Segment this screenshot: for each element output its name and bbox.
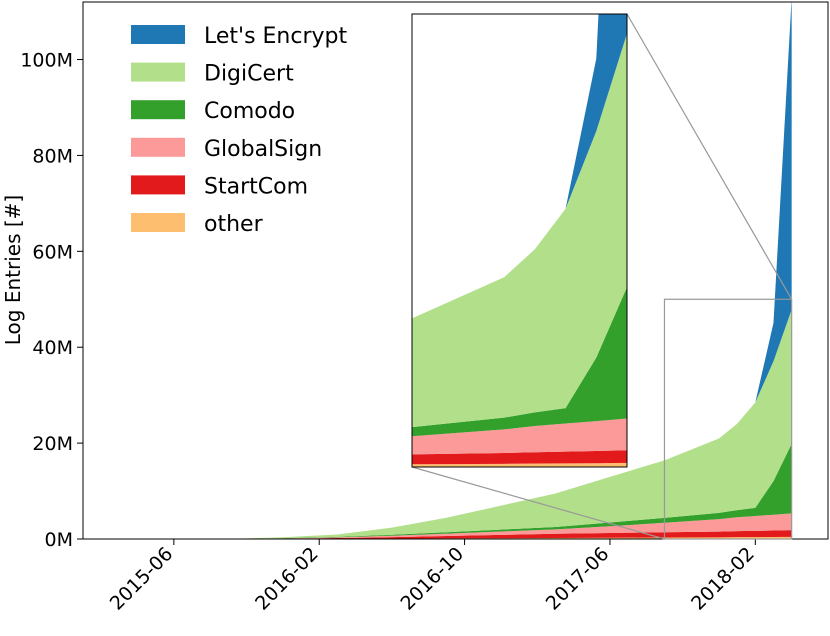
legend-swatch-digicert xyxy=(131,62,185,82)
main-plot-areas xyxy=(228,2,792,539)
y-tick-label: 40M xyxy=(32,337,73,359)
legend-label-other: other xyxy=(204,212,264,237)
plot-frame xyxy=(82,1,829,540)
x-tick-label: 2016-02 xyxy=(251,543,323,615)
legend-swatch-let-s-encrypt xyxy=(131,25,185,44)
legend-swatch-startcom xyxy=(131,175,185,195)
main-area-startcom xyxy=(228,530,792,539)
inset-frame xyxy=(411,13,628,468)
x-axis: 2015-06 2016-02 2016-10 2017-06 2018-02 xyxy=(106,539,759,615)
zoom-connector-upper xyxy=(626,13,793,300)
zoom-region-box xyxy=(663,298,793,540)
x-tick-label: 2016-10 xyxy=(396,543,468,615)
inset-area-let-s-encrypt xyxy=(412,14,627,319)
legend-label-globalsign: GlobalSign xyxy=(204,137,322,162)
inset-area-globalsign xyxy=(412,418,627,455)
legend-label-comodo: Comodo xyxy=(204,99,295,124)
y-tick-label: 80M xyxy=(32,145,73,167)
inset-area-startcom xyxy=(412,450,627,465)
y-tick-label: 20M xyxy=(32,433,73,455)
zoom-connector-lower xyxy=(411,466,665,540)
inset-plot-areas xyxy=(412,14,627,467)
inset-area-digicert xyxy=(412,33,627,428)
x-tick-label: 2017-06 xyxy=(542,543,614,615)
x-tick-label: 2018-02 xyxy=(687,543,759,615)
y-tick-label: 100M xyxy=(20,50,73,72)
main-area-digicert xyxy=(228,309,792,539)
legend-swatch-globalsign xyxy=(131,137,185,157)
y-tick-label: 0M xyxy=(45,529,73,551)
y-axis: 0M 20M 40M 60M 80M 100M xyxy=(20,50,83,551)
zoom-indicator xyxy=(411,13,793,540)
legend: Let's Encrypt DigiCert Comodo GlobalSign Sta… xyxy=(131,24,348,237)
main-area-other xyxy=(228,536,792,539)
inset-area-other xyxy=(412,462,627,467)
legend-swatch-other xyxy=(131,213,185,232)
legend-label-let-s-encrypt: Let's Encrypt xyxy=(204,24,348,49)
inset-area-comodo xyxy=(412,287,627,437)
y-tick-label: 60M xyxy=(32,241,73,263)
legend-label-startcom: StartCom xyxy=(204,174,308,199)
legend-swatch-comodo xyxy=(131,100,185,120)
main-area-globalsign xyxy=(228,513,792,539)
legend-label-digicert: DigiCert xyxy=(204,62,294,87)
x-tick-label: 2015-06 xyxy=(106,543,178,615)
y-axis-label: Log Entries [#] xyxy=(1,195,25,345)
